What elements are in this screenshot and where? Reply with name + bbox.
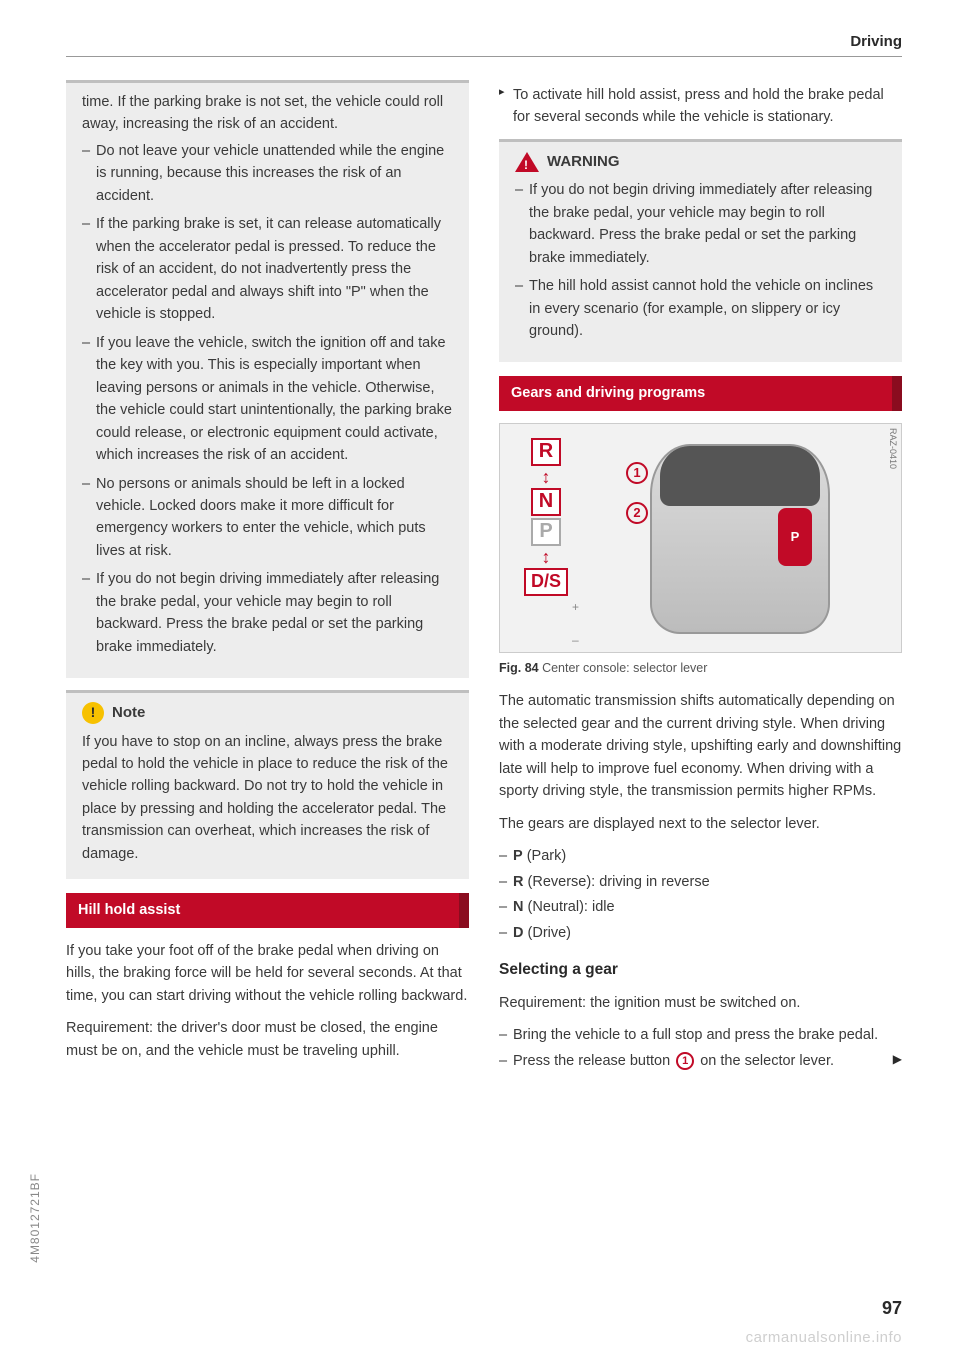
note-box: ! Note If you have to stop on an incline… (66, 690, 469, 879)
callout-2: 2 (626, 502, 648, 524)
warning-box: WARNING If you do not begin driving imme… (499, 139, 902, 363)
plus-minus: + – (572, 598, 579, 649)
warning-list: If you do not begin driving immediately … (515, 179, 886, 342)
gear-def: P (Park) (499, 845, 902, 867)
arrow-icon: ↕ (542, 468, 551, 486)
gear-letter: P (513, 848, 523, 864)
gear-ds: D/S (524, 568, 568, 596)
gear-label-stack: R ↕ N P ↕ D/S (524, 438, 568, 596)
gear-text: (Neutral): idle (523, 899, 614, 915)
figure-num: Fig. 84 (499, 661, 539, 675)
warning-continuation-box: time. If the parking brake is not set, t… (66, 80, 469, 678)
section-gears: Gears and driving programs (499, 376, 902, 410)
figure-desc: Center console: selector lever (539, 661, 708, 675)
lever-top (660, 446, 820, 506)
header-rule (66, 56, 902, 57)
page-header: Driving (850, 30, 902, 53)
gear-def: D (Drive) (499, 922, 902, 944)
gears-p1: The automatic transmission shifts automa… (499, 690, 902, 802)
left-column: time. If the parking brake is not set, t… (66, 80, 469, 1078)
note-label: Note (112, 701, 145, 724)
gear-letter: R (513, 874, 523, 890)
plus-icon: + (572, 598, 579, 617)
gear-letter: D (513, 925, 523, 941)
figure-caption: Fig. 84 Center console: selector lever (499, 659, 902, 678)
step-2a: Press the release button (513, 1053, 674, 1069)
activate-list: To activate hill hold assist, press and … (499, 84, 902, 129)
warning-item: The hill hold assist cannot hold the veh… (515, 275, 886, 342)
hillhold-p2: Requirement: the driver's door must be c… (66, 1017, 469, 1062)
box-item: Do not leave your vehicle unattended whi… (82, 140, 453, 207)
selecting-steps: Bring the vehicle to a full stop and pre… (499, 1024, 902, 1072)
gear-text: (Drive) (523, 925, 571, 941)
box-item: If you do not begin driving immediately … (82, 568, 453, 658)
arrow-icon: ↕ (542, 548, 551, 566)
gears-p2: The gears are displayed next to the sele… (499, 813, 902, 835)
selecting-gear-head: Selecting a gear (499, 958, 902, 982)
step-1: Bring the vehicle to a full stop and pre… (499, 1024, 902, 1046)
page-number: 97 (882, 1295, 902, 1323)
activate-item: To activate hill hold assist, press and … (499, 84, 902, 129)
box-item: No persons or animals should be left in … (82, 473, 453, 563)
section-hill-hold: Hill hold assist (66, 893, 469, 927)
warning-icon (515, 152, 539, 172)
gear-def: R (Reverse): driving in reverse (499, 871, 902, 893)
note-icon: ! (82, 702, 104, 724)
callout-1: 1 (626, 462, 648, 484)
step-2b: on the selector lever. (696, 1053, 834, 1069)
lever-p-button: P (778, 508, 812, 566)
document-code: 4M8012721BF (26, 1173, 45, 1263)
note-header: ! Note (82, 701, 453, 724)
watermark: carmanualsonline.info (746, 1326, 902, 1349)
warning-header: WARNING (515, 150, 886, 173)
continue-arrow-icon: ▶ (893, 1050, 902, 1069)
gear-p: P (531, 518, 561, 546)
figure-code: RAZ-0410 (885, 428, 899, 469)
box-intro: time. If the parking brake is not set, t… (82, 91, 453, 136)
gear-def: N (Neutral): idle (499, 896, 902, 918)
box-item: If the parking brake is set, it can rele… (82, 213, 453, 325)
right-column: To activate hill hold assist, press and … (499, 80, 902, 1078)
selector-lever-figure: RAZ-0410 R ↕ N P ↕ D/S + – P 1 2 (499, 423, 902, 653)
content-columns: time. If the parking brake is not set, t… (66, 80, 902, 1078)
callout-1-inline: 1 (676, 1052, 694, 1070)
note-text: If you have to stop on an incline, alway… (82, 731, 453, 866)
step-2: Press the release button 1 on the select… (499, 1050, 902, 1072)
hillhold-p1: If you take your foot off of the brake p… (66, 940, 469, 1007)
warning-item: If you do not begin driving immediately … (515, 179, 886, 269)
gear-r: R (531, 438, 561, 466)
gear-text: (Reverse): driving in reverse (523, 874, 709, 890)
box-item: If you leave the vehicle, switch the ign… (82, 332, 453, 467)
warning-label: WARNING (547, 150, 620, 173)
gear-definitions: P (Park) R (Reverse): driving in reverse… (499, 845, 902, 944)
box-list: Do not leave your vehicle unattended whi… (82, 140, 453, 658)
gear-text: (Park) (523, 848, 567, 864)
selecting-req: Requirement: the ignition must be switch… (499, 992, 902, 1014)
gear-n: N (531, 488, 561, 516)
gear-letter: N (513, 899, 523, 915)
minus-icon: – (572, 631, 579, 650)
